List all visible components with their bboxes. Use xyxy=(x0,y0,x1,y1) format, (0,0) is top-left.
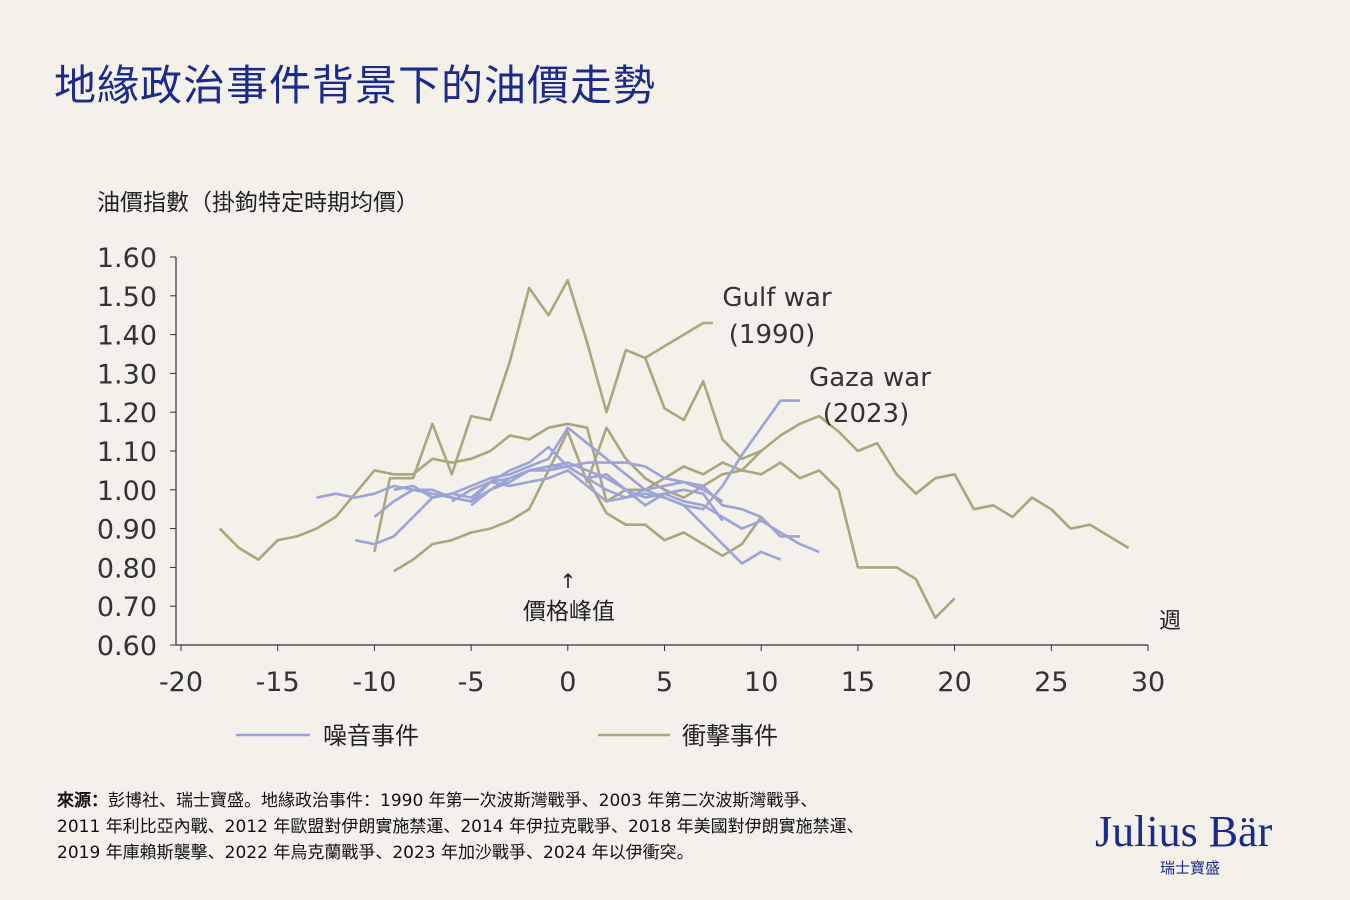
y-tick-label: 1.10 xyxy=(97,437,157,468)
y-axis-label: 油價指數（掛鉤特定時期均價） xyxy=(97,190,419,216)
julius-baer-logo: Julius Bär xyxy=(1095,807,1273,856)
logo-subtitle: 瑞士寶盛 xyxy=(1160,859,1221,877)
peak-arrow: ↑ xyxy=(560,569,577,593)
source-text: 彭博社、瑞士寶盛。地緣政治事件：1990 年第一次波斯灣戰爭、2003 年第二次… xyxy=(108,791,818,811)
y-tick-label: 1.00 xyxy=(97,476,157,507)
x-tick-label: -5 xyxy=(458,667,485,698)
y-tick-label: 0.90 xyxy=(97,515,157,546)
source-label: 來源： xyxy=(57,791,108,811)
y-tick-label: 0.70 xyxy=(97,592,157,623)
x-tick-label: -20 xyxy=(159,667,203,698)
x-tick-label: 15 xyxy=(841,667,875,698)
x-tick-label: -10 xyxy=(352,667,396,698)
legend-shock-label: 衝擊事件 xyxy=(682,722,778,750)
gaza-war-year: (2023) xyxy=(823,399,909,429)
noise-event-line xyxy=(393,469,724,503)
x-axis-label: 週 xyxy=(1159,609,1181,634)
x-tick-label: -15 xyxy=(256,667,300,698)
source-line-2: 2011 年利比亞內戰、2012 年歐盟對伊朗實施禁運、2014 年伊拉克戰爭、… xyxy=(57,817,864,837)
gulf-war-label: Gulf war xyxy=(722,283,831,313)
shock-event-line xyxy=(393,426,956,620)
x-tick-label: 30 xyxy=(1131,667,1165,698)
peak-label: 價格峰值 xyxy=(523,599,615,625)
y-tick-label: 1.50 xyxy=(97,282,157,313)
y-tick-label: 1.40 xyxy=(97,321,157,352)
y-tick-label: 1.20 xyxy=(97,398,157,429)
footer-source: 來源：彭博社、瑞士寶盛。地緣政治事件：1990 年第一次波斯灣戰爭、2003 年… xyxy=(57,788,1057,866)
noise-event-line xyxy=(451,399,800,511)
shock-event-line xyxy=(373,278,713,553)
x-tick-label: 5 xyxy=(656,667,673,698)
noise-event-line xyxy=(470,465,724,522)
y-tick-label: 0.60 xyxy=(97,631,157,662)
noise-event-line xyxy=(354,426,781,565)
y-tick-label: 1.60 xyxy=(97,243,157,274)
x-tick-label: 10 xyxy=(744,667,778,698)
page-title: 地緣政治事件背景下的油價走勢 xyxy=(54,61,657,110)
y-tick-label: 0.80 xyxy=(97,553,157,584)
axes: 1.60 1.50 1.40 1.30 1.20 1.10 1.00 0.90 0.80 0.70… xyxy=(97,243,1165,698)
x-tick-label: 25 xyxy=(1034,667,1068,698)
shock-event-line xyxy=(218,414,1130,561)
y-tick-label: 1.30 xyxy=(97,359,157,390)
gulf-war-year: (1990) xyxy=(729,320,815,350)
shock-event-line xyxy=(585,477,763,558)
series-lines xyxy=(218,278,1130,620)
source-line-3: 2019 年庫賴斯襲擊、2022 年烏克蘭戰爭、2023 年加沙戰爭、2024 … xyxy=(57,843,694,863)
x-tick-label: 20 xyxy=(937,667,971,698)
shock-event-line xyxy=(643,357,762,461)
legend-noise-label: 噪音事件 xyxy=(323,722,419,750)
x-tick-label: 0 xyxy=(559,667,576,698)
gaza-war-label: Gaza war xyxy=(809,363,931,393)
